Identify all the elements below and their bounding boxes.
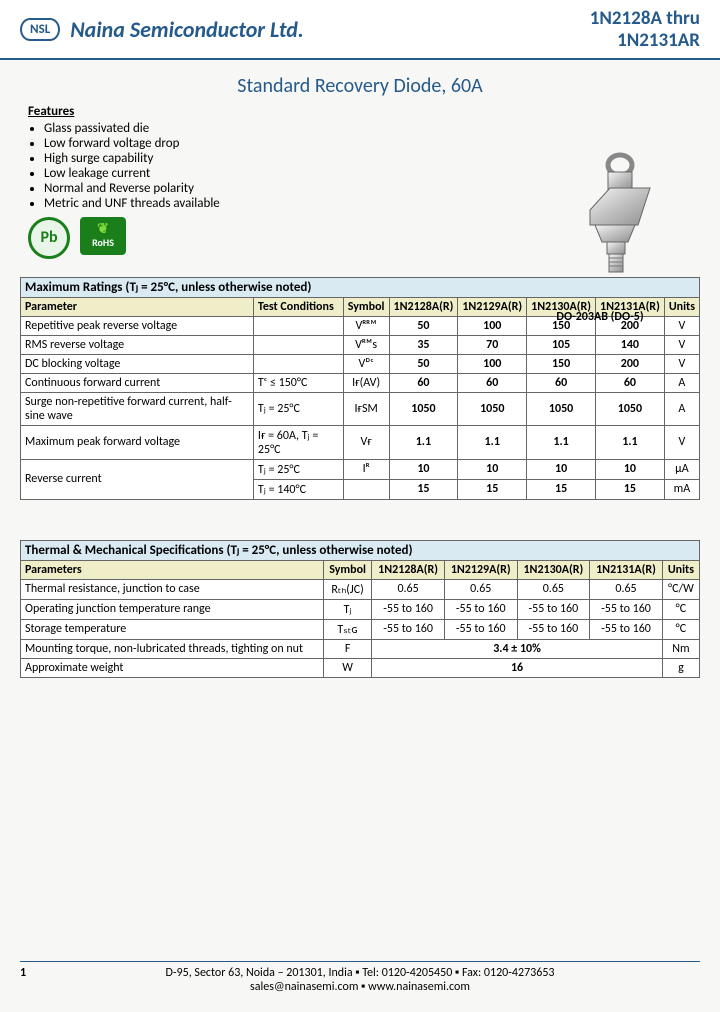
leaf-icon: ❦ — [97, 222, 109, 236]
feature-item: Low forward voltage drop — [44, 136, 700, 151]
features-heading: Features — [28, 104, 700, 119]
partno-line2: 1N2131AR — [590, 30, 700, 52]
partno-line1: 1N2128A thru — [590, 8, 700, 30]
feature-item: Glass passivated die — [44, 121, 700, 136]
page-header: NSL Naina Semiconductor Ltd. 1N2128A thr… — [0, 0, 720, 60]
thermal-spec-table: Thermal & Mechanical Specifications (Tⱼ … — [20, 540, 700, 678]
logo-badge: NSL — [20, 18, 60, 41]
part-number: 1N2128A thru 1N2131AR — [590, 8, 700, 52]
company-name: Naina Semiconductor Ltd. — [70, 16, 304, 43]
pb-free-icon: Pb — [28, 217, 70, 259]
rohs-icon: ❦ RoHS — [80, 217, 126, 255]
footer-line1: D-95, Sector 63, Noida – 201301, India ▪… — [20, 966, 700, 980]
rohs-label: RoHS — [92, 236, 114, 249]
package-label: DO-203AB (DO-5) — [540, 310, 660, 324]
footer-line2: sales@nainasemi.com ▪ www.nainasemi.com — [20, 980, 700, 994]
page-title: Standard Recovery Diode, 60A — [20, 74, 700, 98]
package-figure: DO-203AB (DO-5) — [540, 150, 660, 324]
page-footer: 1 D-95, Sector 63, Noida – 201301, India… — [20, 961, 700, 994]
package-icon — [540, 150, 660, 280]
page-number: 1 — [20, 966, 26, 980]
